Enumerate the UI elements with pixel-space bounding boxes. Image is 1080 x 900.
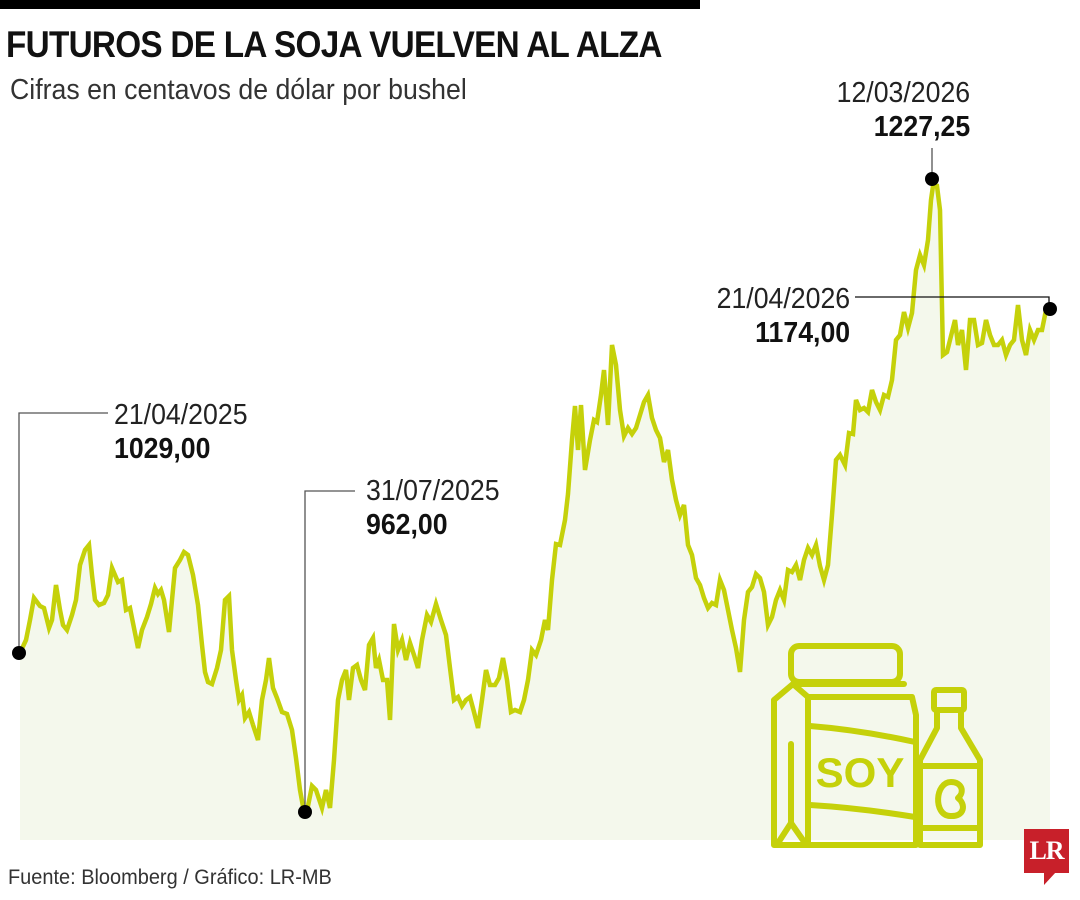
annotation-end: 21/04/2026 1174,00 bbox=[705, 282, 850, 350]
marker-low bbox=[298, 805, 312, 819]
leader-low bbox=[304, 490, 355, 812]
annotation-start-value: 1029,00 bbox=[114, 433, 211, 465]
annotation-low: 31/07/2025 962,00 bbox=[366, 474, 511, 542]
marker-end bbox=[1043, 302, 1057, 316]
lr-logo: LR bbox=[1024, 829, 1069, 873]
soy-label: SOY bbox=[816, 749, 905, 796]
leader-end bbox=[855, 296, 1050, 306]
annotation-low-value: 962,00 bbox=[366, 509, 448, 541]
annotation-end-value: 1174,00 bbox=[755, 317, 850, 349]
marker-peak bbox=[925, 172, 939, 186]
leader-start bbox=[18, 412, 108, 653]
annotation-end-date: 21/04/2026 bbox=[716, 283, 850, 315]
annotation-low-date: 31/07/2025 bbox=[366, 475, 500, 507]
annotation-peak-date: 12/03/2026 bbox=[836, 77, 970, 109]
annotation-peak: 12/03/2026 1227,25 bbox=[825, 76, 970, 144]
marker-start bbox=[12, 646, 26, 660]
chart-subtitle: Cifras en centavos de dólar por bushel bbox=[10, 74, 467, 106]
source-credit: Fuente: Bloomberg / Gráfico: LR-MB bbox=[8, 866, 332, 889]
annotation-peak-value: 1227,25 bbox=[873, 111, 970, 143]
top-rule bbox=[0, 0, 700, 9]
price-line bbox=[17, 183, 1052, 818]
annotation-start-date: 21/04/2025 bbox=[114, 399, 248, 431]
soy-milk-carton-and-sauce-bottle-icon bbox=[771, 643, 983, 848]
area-fill bbox=[20, 186, 1050, 840]
chart-title: FUTUROS DE LA SOJA VUELVEN AL ALZA bbox=[6, 24, 662, 65]
lr-logo-tail bbox=[1044, 872, 1056, 885]
annotation-start: 21/04/2025 1029,00 bbox=[114, 398, 259, 466]
